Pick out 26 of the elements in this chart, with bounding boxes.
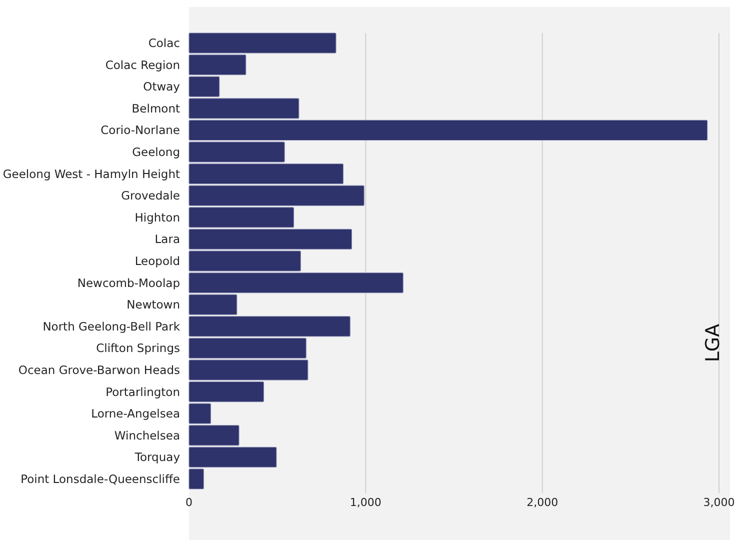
y-tick-label: Geelong [132,145,180,160]
y-tick-label: Newtown [126,298,180,312]
y-tick-label: Portarlington [106,384,180,399]
x-tick-label: 3,000 [703,496,735,509]
y-tick-label: Otway [143,80,180,94]
x-tick-label: 2,000 [526,496,558,509]
y-axis-title: LGA [702,324,724,362]
y-tick-label: Lara [154,232,180,246]
y-tick-label: Belmont [132,101,180,116]
y-tick-label: Corio-Norlane [100,123,180,138]
y-tick-label: Ocean Grove-Barwon Heads [18,362,180,377]
y-tick-label: Colac [148,36,180,50]
y-tick-label: Leopold [134,254,180,268]
y-tick-label: Newcomb-Moolap [77,276,180,290]
y-tick-label: North Geelong-Bell Park [42,319,180,334]
y-tick-label: Grovedale [121,188,180,203]
y-tick-label: Geelong West - Hamyln Height [2,166,180,181]
y-tick-label: Colac Region [105,58,180,72]
y-tick-label: Lorne-Angelsea [91,406,180,421]
y-tick-label: Point Lonsdale-Queenscliffe [20,472,180,486]
x-tick-label: 1,000 [350,496,382,509]
y-tick-label: Clifton Springs [96,341,180,356]
x-tick-label: 0 [186,496,192,509]
y-tick-label: Torquay [134,450,180,464]
y-tick-label: Winchelsea [114,428,180,442]
y-tick-label: Highton [134,210,180,224]
